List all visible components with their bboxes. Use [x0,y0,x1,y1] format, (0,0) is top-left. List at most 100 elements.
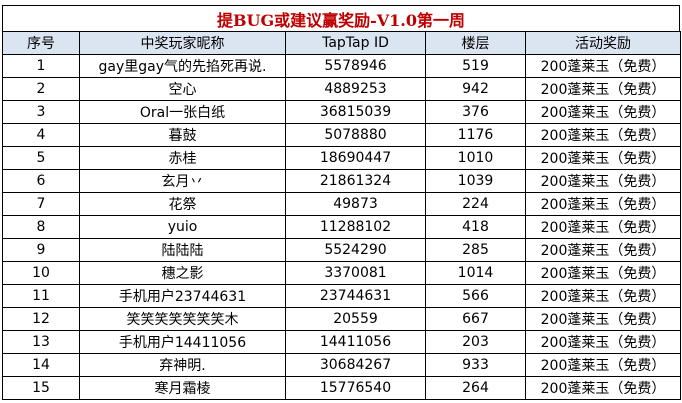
cell-reward: 200蓬莱玉（免费） [525,54,681,78]
col-header-reward: 活动奖励 [525,31,681,55]
cell-nickname: 弃神明. [79,353,286,377]
winners-sheet: 提BUG或建议赢奖励-V1.0第一周 序号 中奖玩家昵称 TapTap ID 楼… [2,5,681,400]
cell-nickname: 空心 [79,77,286,101]
cell-taptap-id: 18690447 [285,146,426,170]
cell-taptap-id: 36815039 [285,100,426,124]
table-row: 3 Oral一张白纸 36815039 376 200蓬莱玉（免费） [2,100,681,124]
table-row: 1 gay里gay气的先掐死再说. 5578946 519 200蓬莱玉（免费） [2,54,681,78]
cell-nickname: yuio [79,215,286,239]
cell-floor: 376 [425,100,526,124]
cell-no: 15 [2,376,80,400]
col-header-floor: 楼层 [425,31,526,55]
cell-taptap-id: 11288102 [285,215,426,239]
table-row: 6 玄月丷 21861324 1039 200蓬莱玉（免费） [2,169,681,193]
cell-reward: 200蓬莱玉（免费） [525,146,681,170]
cell-reward: 200蓬莱玉（免费） [525,77,681,101]
cell-floor: 1010 [425,146,526,170]
table-row: 11 手机用户23744631 23744631 566 200蓬莱玉（免费） [2,284,681,308]
cell-taptap-id: 20559 [285,307,426,331]
cell-floor: 1014 [425,261,526,285]
cell-floor: 418 [425,215,526,239]
cell-no: 8 [2,215,80,239]
cell-no: 3 [2,100,80,124]
cell-floor: 933 [425,353,526,377]
cell-floor: 1176 [425,123,526,147]
table-row: 12 笑笑笑笑笑笑笑木 20559 667 200蓬莱玉（免费） [2,307,681,331]
cell-nickname: 寒月霜棱 [79,376,286,400]
cell-nickname: 手机用户23744631 [79,284,286,308]
table-row: 10 穗之影 3370081 1014 200蓬莱玉（免费） [2,261,681,285]
cell-floor: 285 [425,238,526,262]
cell-taptap-id: 3370081 [285,261,426,285]
cell-taptap-id: 23744631 [285,284,426,308]
cell-reward: 200蓬莱玉（免费） [525,353,681,377]
col-header-nickname: 中奖玩家昵称 [79,31,286,55]
cell-taptap-id: 15776540 [285,376,426,400]
cell-taptap-id: 5524290 [285,238,426,262]
cell-no: 13 [2,330,80,354]
cell-reward: 200蓬莱玉（免费） [525,215,681,239]
cell-floor: 667 [425,307,526,331]
cell-taptap-id: 30684267 [285,353,426,377]
cell-no: 1 [2,54,80,78]
table-row: 7 花祭 49873 224 200蓬莱玉（免费） [2,192,681,216]
table-row: 2 空心 4889253 942 200蓬莱玉（免费） [2,77,681,101]
cell-no: 2 [2,77,80,101]
cell-no: 12 [2,307,80,331]
cell-nickname: 笑笑笑笑笑笑笑木 [79,307,286,331]
cell-floor: 519 [425,54,526,78]
col-header-taptap-id: TapTap ID [285,31,426,55]
cell-nickname: 赤桂 [79,146,286,170]
cell-taptap-id: 14411056 [285,330,426,354]
cell-no: 11 [2,284,80,308]
cell-nickname: 暮鼓 [79,123,286,147]
cell-floor: 224 [425,192,526,216]
cell-floor: 264 [425,376,526,400]
cell-nickname: 穗之影 [79,261,286,285]
cell-no: 4 [2,123,80,147]
cell-reward: 200蓬莱玉（免费） [525,100,681,124]
cell-nickname: 花祭 [79,192,286,216]
cell-no: 9 [2,238,80,262]
cell-floor: 203 [425,330,526,354]
cell-taptap-id: 5578946 [285,54,426,78]
cell-no: 7 [2,192,80,216]
col-header-no: 序号 [2,31,80,55]
cell-reward: 200蓬莱玉（免费） [525,192,681,216]
cell-floor: 566 [425,284,526,308]
table-row: 4 暮鼓 5078880 1176 200蓬莱玉（免费） [2,123,681,147]
cell-no: 10 [2,261,80,285]
title-row: 提BUG或建议赢奖励-V1.0第一周 [2,5,680,31]
cell-reward: 200蓬莱玉（免费） [525,376,681,400]
table-row: 14 弃神明. 30684267 933 200蓬莱玉（免费） [2,353,681,377]
table-row: 15 寒月霜棱 15776540 264 200蓬莱玉（免费） [2,376,681,400]
table-row: 5 赤桂 18690447 1010 200蓬莱玉（免费） [2,146,681,170]
cell-reward: 200蓬莱玉（免费） [525,261,681,285]
cell-nickname: 玄月丷 [79,169,286,193]
sheet-title: 提BUG或建议赢奖励-V1.0第一周 [216,10,466,30]
cell-taptap-id: 21861324 [285,169,426,193]
cell-no: 14 [2,353,80,377]
cell-nickname: 陆陆陆 [79,238,286,262]
header-row: 序号 中奖玩家昵称 TapTap ID 楼层 活动奖励 [2,31,681,55]
table-row: 13 手机用户14411056 14411056 203 200蓬莱玉（免费） [2,330,681,354]
cell-floor: 942 [425,77,526,101]
winners-table: 序号 中奖玩家昵称 TapTap ID 楼层 活动奖励 1 gay里gay气的先… [2,31,681,400]
cell-taptap-id: 5078880 [285,123,426,147]
cell-nickname: Oral一张白纸 [79,100,286,124]
cell-taptap-id: 49873 [285,192,426,216]
cell-reward: 200蓬莱玉（免费） [525,238,681,262]
table-row: 8 yuio 11288102 418 200蓬莱玉（免费） [2,215,681,239]
cell-floor: 1039 [425,169,526,193]
cell-reward: 200蓬莱玉（免费） [525,169,681,193]
table-row: 9 陆陆陆 5524290 285 200蓬莱玉（免费） [2,238,681,262]
cell-nickname: 手机用户14411056 [79,330,286,354]
cell-nickname: gay里gay气的先掐死再说. [79,54,286,78]
cell-no: 6 [2,169,80,193]
cell-no: 5 [2,146,80,170]
cell-taptap-id: 4889253 [285,77,426,101]
cell-reward: 200蓬莱玉（免费） [525,307,681,331]
cell-reward: 200蓬莱玉（免费） [525,330,681,354]
cell-reward: 200蓬莱玉（免费） [525,284,681,308]
cell-reward: 200蓬莱玉（免费） [525,123,681,147]
